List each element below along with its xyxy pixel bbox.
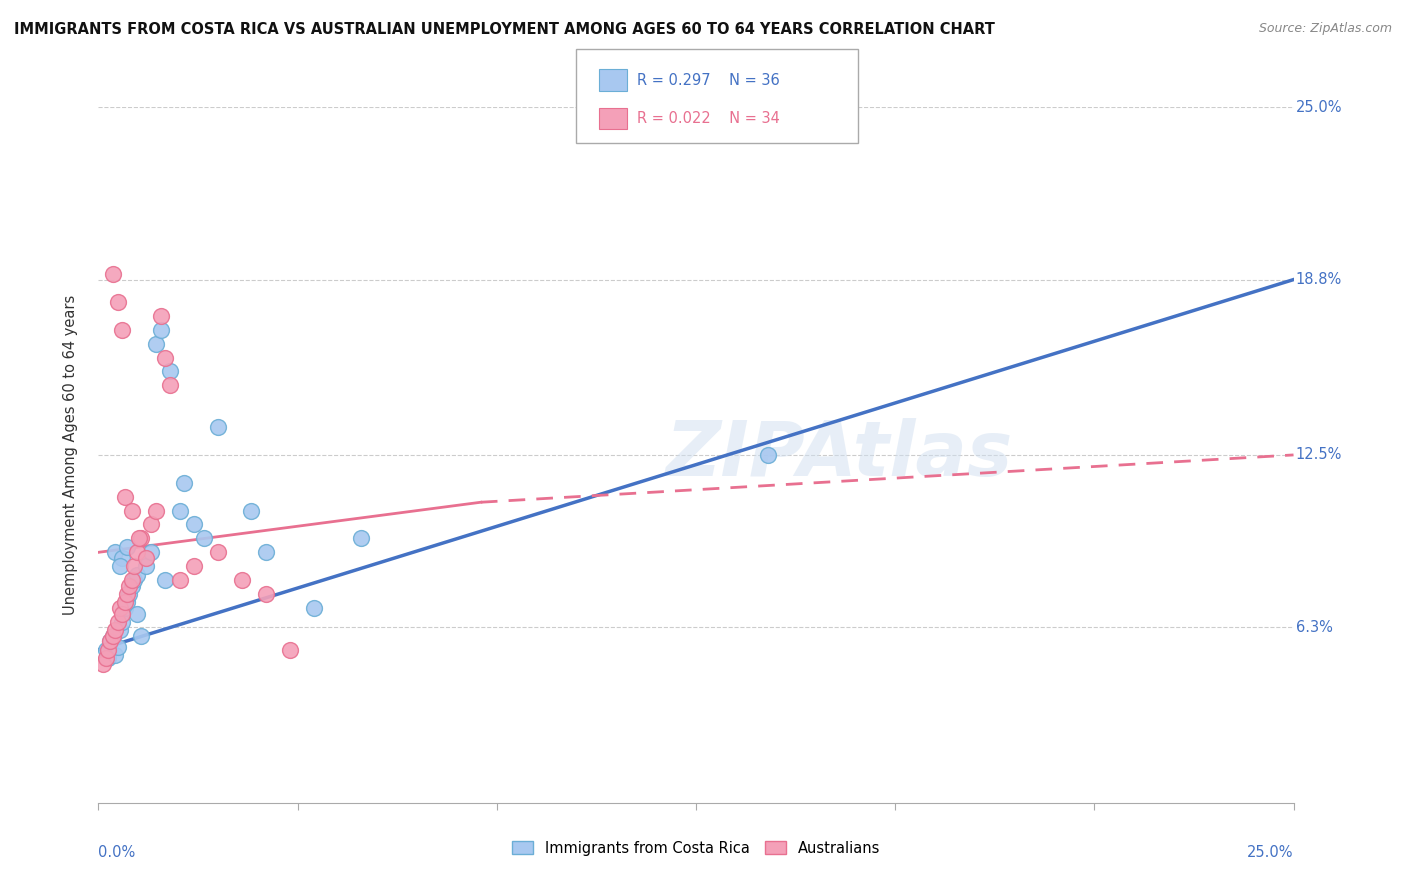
Point (131, 532, 153, 546)
Point (128, 532, 150, 546)
Point (101, 629, 124, 643)
Point (115, 540, 138, 554)
Point (108, 624, 131, 638)
Point (107, 640, 129, 654)
Point (107, 615, 129, 629)
Point (159, 378, 181, 392)
Point (254, 587, 277, 601)
Point (104, 624, 127, 638)
Point (125, 545, 148, 559)
Point (118, 579, 141, 593)
Point (107, 294, 129, 309)
Point (302, 601, 325, 615)
Point (98, 634, 122, 648)
Point (193, 532, 215, 546)
Point (97, 642, 120, 657)
Point (97, 651, 120, 665)
Point (169, 503, 191, 517)
Point (108, 601, 131, 615)
Point (114, 601, 136, 615)
Point (125, 607, 148, 621)
Point (169, 573, 191, 587)
Point (139, 545, 162, 559)
Point (101, 267, 124, 281)
Point (173, 475, 195, 490)
Point (756, 448, 779, 462)
Point (94, 651, 117, 665)
Point (183, 517, 205, 532)
Point (350, 532, 373, 546)
Point (139, 517, 162, 532)
Point (125, 567, 148, 582)
Point (207, 545, 229, 559)
Point (159, 364, 181, 378)
Point (115, 595, 138, 609)
Point (131, 629, 153, 643)
Text: 25.0%: 25.0% (1296, 100, 1343, 114)
Text: R = 0.297    N = 36: R = 0.297 N = 36 (637, 73, 780, 88)
Point (94, 642, 117, 657)
Legend: Immigrants from Costa Rica, Australians: Immigrants from Costa Rica, Australians (506, 835, 886, 862)
Text: 12.5%: 12.5% (1296, 448, 1343, 462)
Point (114, 595, 136, 609)
Point (101, 629, 124, 643)
Point (115, 587, 138, 601)
Text: 0.0%: 0.0% (98, 845, 135, 860)
Point (121, 579, 143, 593)
Point (111, 550, 134, 565)
Point (124, 573, 146, 587)
Text: Source: ZipAtlas.com: Source: ZipAtlas.com (1258, 22, 1392, 36)
Point (108, 559, 131, 574)
Point (121, 573, 143, 587)
Point (155, 573, 177, 587)
Text: R = 0.022    N = 34: R = 0.022 N = 34 (637, 112, 780, 127)
Point (104, 545, 127, 559)
Point (98, 634, 122, 648)
Point (135, 550, 157, 565)
Point (231, 573, 253, 587)
Point (149, 323, 172, 337)
Text: 25.0%: 25.0% (1247, 845, 1294, 860)
Y-axis label: Unemployment Among Ages 60 to 64 years: Unemployment Among Ages 60 to 64 years (63, 294, 77, 615)
Point (114, 490, 136, 504)
Point (111, 323, 134, 337)
Point (121, 503, 143, 517)
Point (145, 336, 167, 351)
Point (124, 559, 146, 574)
Point (145, 503, 167, 517)
Text: IMMIGRANTS FROM COSTA RICA VS AUSTRALIAN UNEMPLOYMENT AMONG AGES 60 TO 64 YEARS : IMMIGRANTS FROM COSTA RICA VS AUSTRALIAN… (14, 22, 995, 37)
Point (278, 642, 301, 657)
Point (254, 545, 277, 559)
Point (91, 657, 114, 671)
Text: 6.3%: 6.3% (1296, 620, 1333, 635)
Text: ZIPAtlas: ZIPAtlas (665, 418, 1014, 491)
Point (135, 559, 157, 574)
Point (149, 309, 172, 323)
Point (104, 648, 127, 663)
Point (240, 503, 263, 517)
Point (155, 351, 177, 365)
Point (118, 587, 141, 601)
Point (207, 420, 229, 434)
Point (111, 607, 134, 621)
Point (183, 559, 205, 574)
Point (111, 615, 134, 629)
Text: 18.8%: 18.8% (1296, 272, 1343, 287)
